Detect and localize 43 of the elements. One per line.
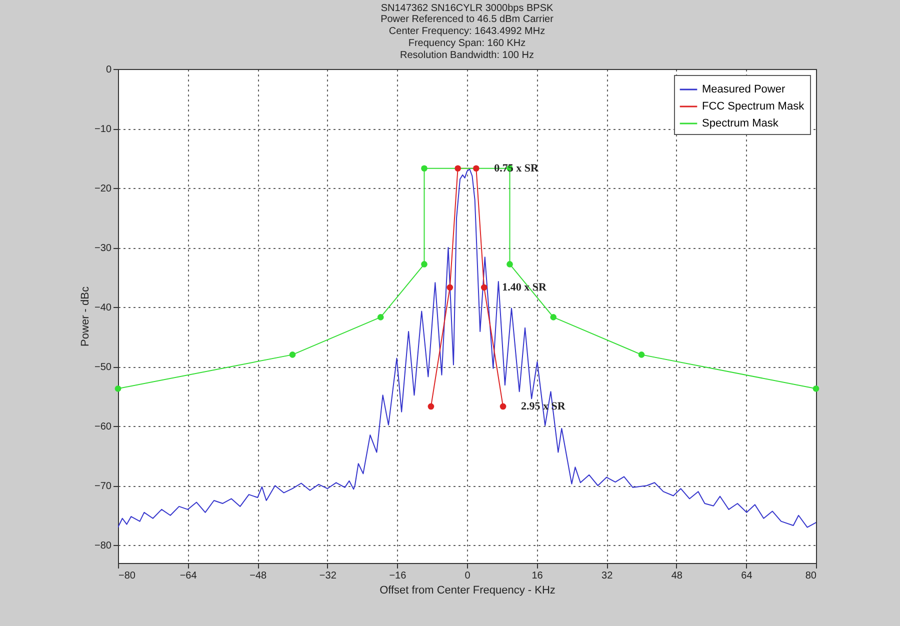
point: [114, 385, 122, 392]
x-tick-label: −32: [319, 570, 337, 582]
legend-label: Measured Power: [702, 84, 786, 96]
chart-subtitle: Power Referenced to 46.5 dBm Carrier Center Frequency: 1643.4992 MHz Frequency Span: 160 KHz Resolution Bandwidth: 100 Hz: [380, 14, 554, 61]
x-tick-label: −48: [250, 570, 268, 582]
y-tick-label: −80: [94, 540, 112, 552]
y-tick-label: −70: [94, 481, 112, 492]
annotation: 1.40 x SR: [502, 281, 548, 294]
x-tick-label: 64: [741, 570, 753, 582]
y-axis-title: Power - dBc: [80, 286, 92, 346]
point: [550, 314, 557, 320]
point: [421, 165, 428, 172]
point: [446, 284, 454, 291]
point: [428, 403, 434, 410]
y-tick-label: −20: [94, 184, 112, 195]
point: [377, 314, 384, 320]
point: [421, 261, 428, 268]
x-tick-label: 80: [805, 570, 817, 582]
chart-title: SN147362 SN16CYLR 3000bps BPSK: [380, 3, 554, 14]
x-tick-label: 0: [464, 570, 471, 582]
point: [812, 385, 820, 392]
point: [289, 352, 296, 358]
x-tick-label: −16: [389, 570, 407, 582]
point: [480, 284, 488, 291]
y-tick-label: −40: [94, 302, 112, 314]
y-tick-label: −30: [94, 243, 112, 254]
y-tick-label: 0: [106, 64, 112, 76]
point: [500, 403, 506, 410]
x-tick-label: 48: [671, 570, 683, 582]
legend-label: Spectrum Mask: [702, 118, 779, 130]
x-tick-label: 16: [532, 570, 544, 582]
point: [638, 352, 645, 358]
point: [454, 165, 461, 172]
y-tick-label: −50: [94, 362, 112, 374]
point: [473, 165, 480, 172]
x-tick-label: −64: [180, 570, 198, 582]
y-tick-label: −60: [94, 422, 112, 433]
x-tick-label: 32: [602, 570, 614, 582]
y-tick-label: −10: [94, 124, 112, 136]
point: [506, 261, 513, 268]
x-tick-label: −80: [118, 570, 136, 582]
legend-label: FCC Spectrum Mask: [702, 100, 805, 112]
x-axis-title: Offset from Center Frequency - KHz: [380, 584, 556, 596]
